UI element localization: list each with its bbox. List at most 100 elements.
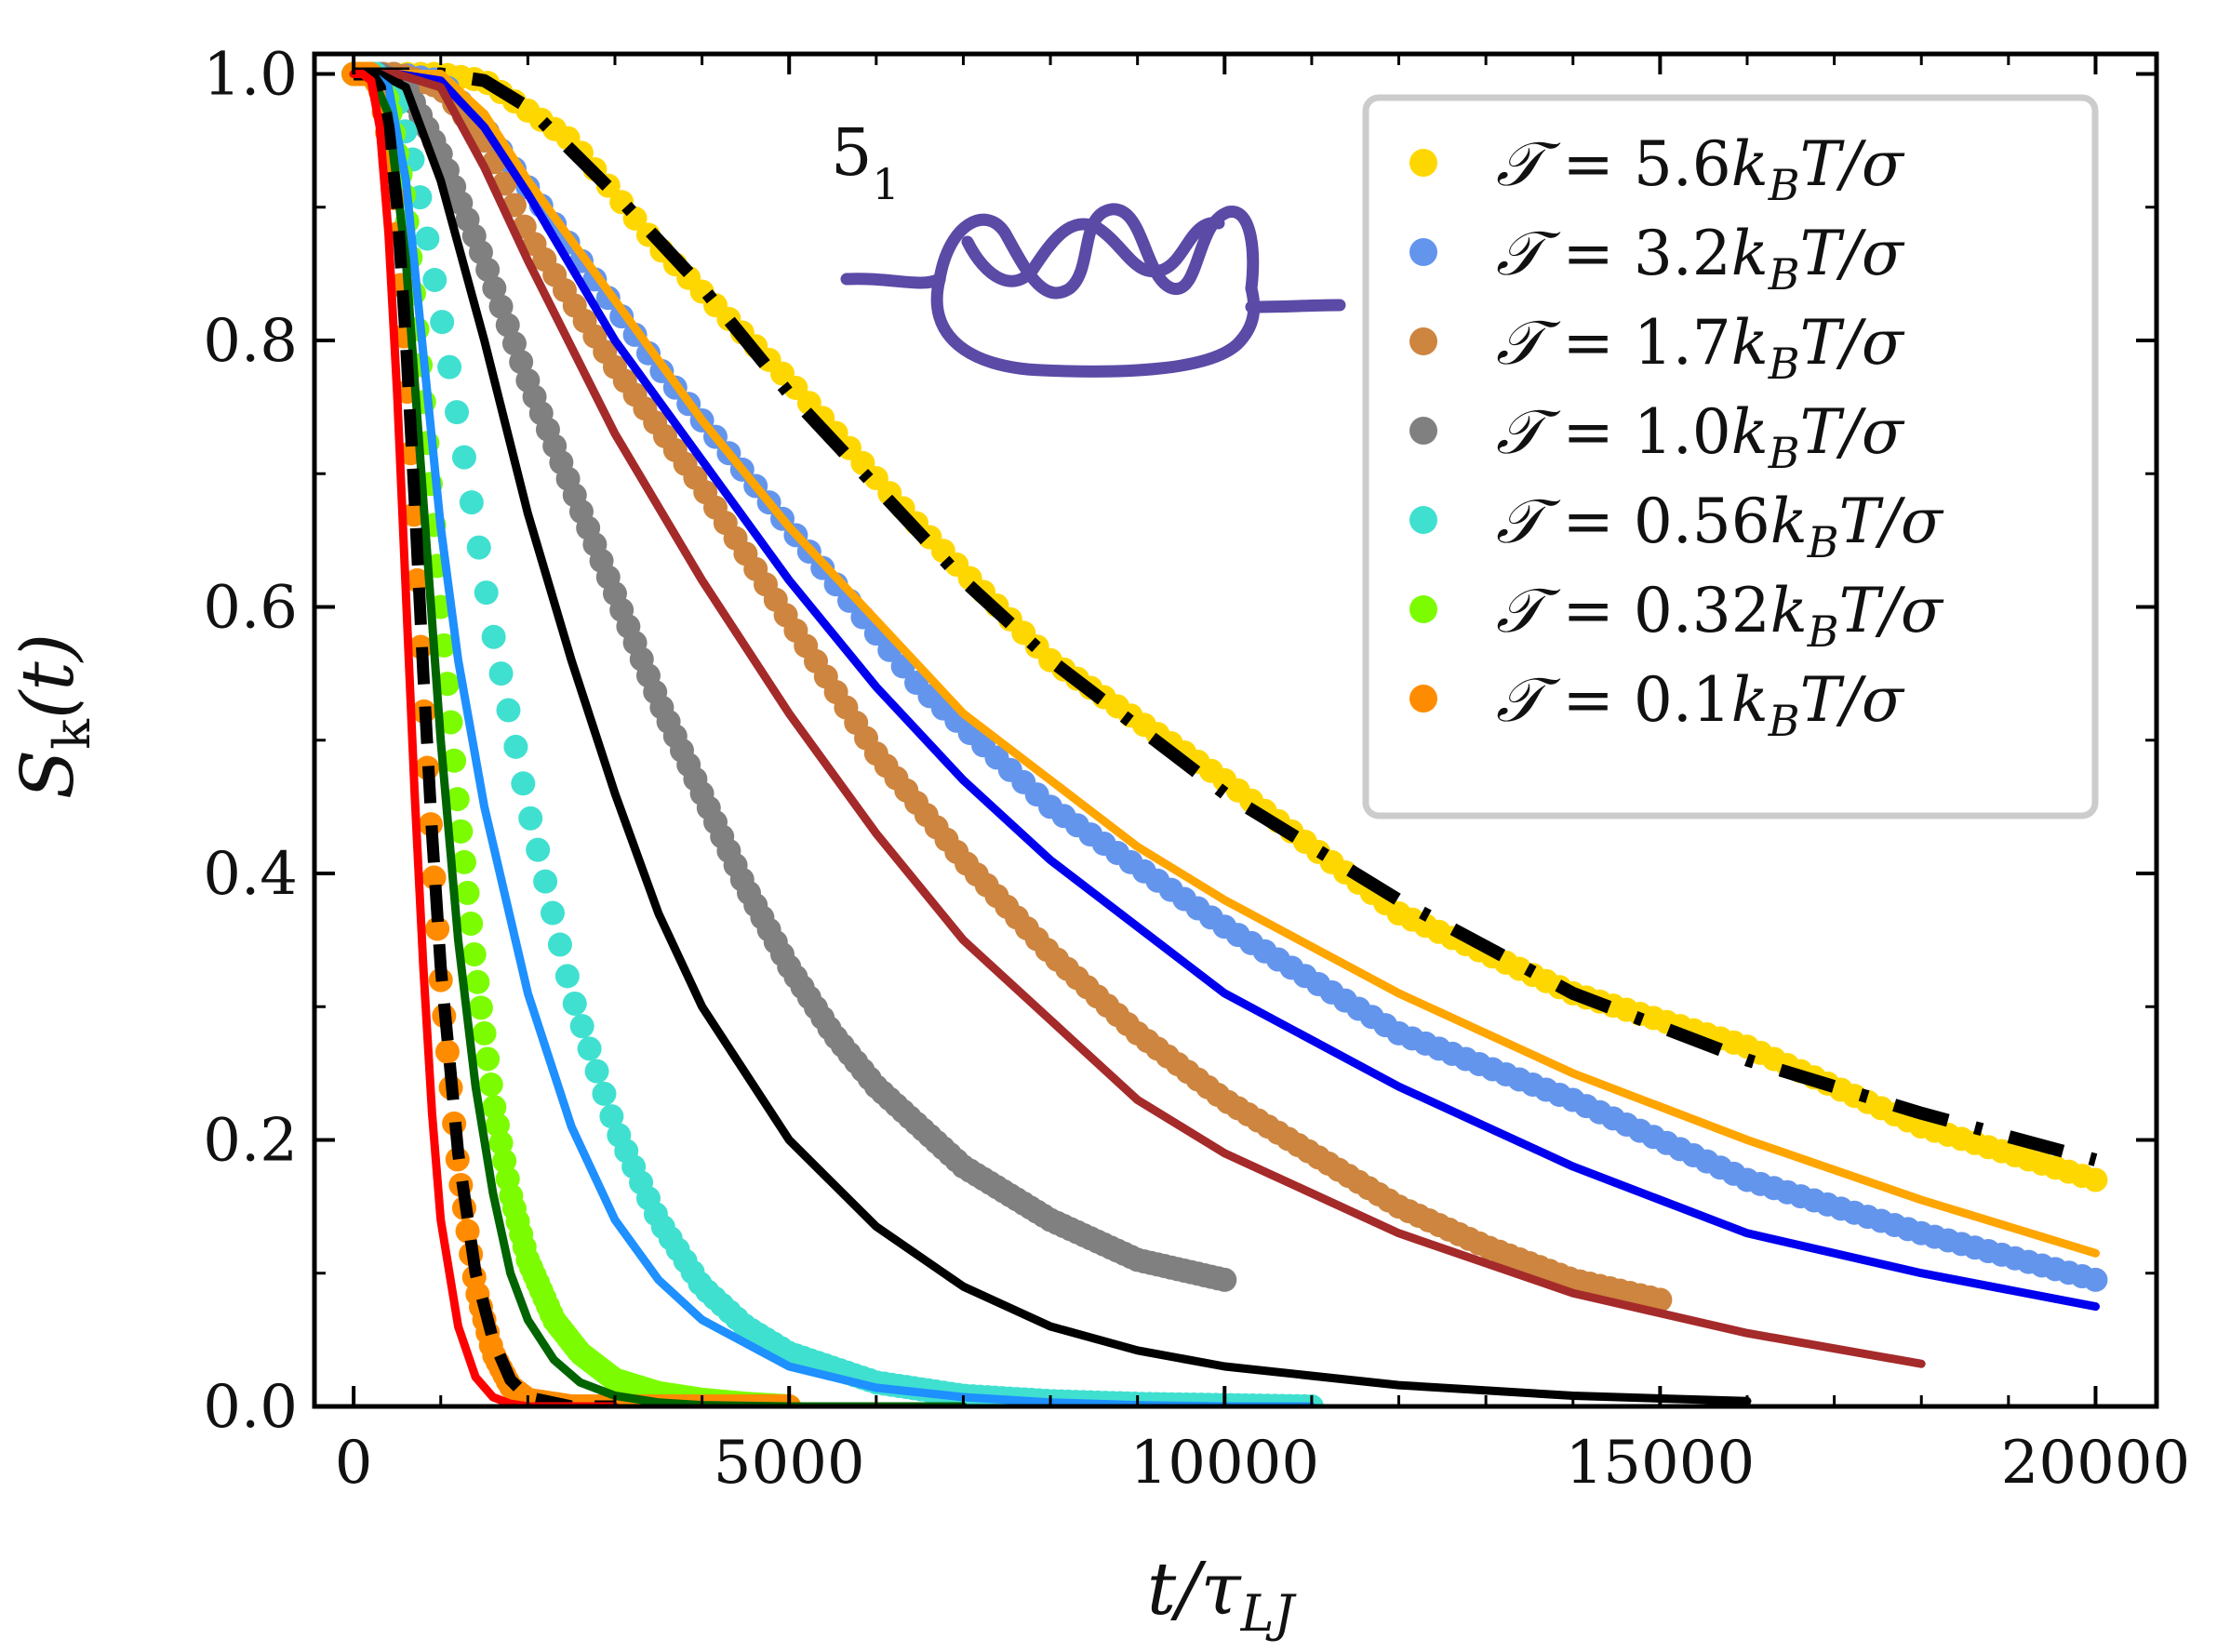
series-line: [349, 70, 2100, 1312]
data-point: [584, 1059, 609, 1084]
data-point: [434, 672, 460, 697]
legend-label-part: 0.1: [1634, 664, 1731, 736]
legend-entries: 𝒯 = 5.6kBT/σ𝒯 = 3.2kBT/σ𝒯 = 1.7kBT/σ𝒯 = …: [1409, 128, 1944, 746]
data-point: [496, 698, 521, 723]
legend-label: 𝒯 = 0.1kBT/σ: [1496, 664, 1905, 746]
x-tick-label: 0: [335, 1429, 373, 1498]
data-point: [445, 787, 470, 812]
legend-marker: [1409, 149, 1437, 177]
legend-label: 𝒯 = 0.56kBT/σ: [1496, 486, 1944, 567]
series-line: [349, 70, 1752, 1406]
data-point: [1212, 1267, 1237, 1292]
legend-label-part: T/σ: [1800, 128, 1905, 200]
data-point: [488, 294, 514, 319]
data-point: [448, 819, 474, 844]
data-point: [430, 310, 455, 335]
x-axis-label-sub: LJ: [1240, 1584, 1298, 1643]
data-point: [526, 837, 551, 862]
x-axis-label: t/τLJ: [1147, 1548, 1298, 1643]
legend-label-part: 1.7: [1634, 307, 1731, 379]
legend-label-part: 𝒯 =: [1496, 218, 1634, 289]
knot-label-main: 5: [831, 114, 873, 191]
series-line: [349, 70, 620, 1406]
data-point: [599, 1104, 624, 1129]
legend-label: 𝒯 = 1.7kBT/σ: [1496, 307, 1905, 389]
data-point: [503, 734, 528, 759]
y-tick-label: 1.0: [203, 40, 298, 109]
legend-label-part: T/σ: [1800, 218, 1905, 289]
series-line: [349, 70, 2100, 1258]
series-layer: [341, 61, 2108, 1406]
legend-marker: [1409, 417, 1437, 445]
x-tick-label: 15000: [1566, 1429, 1756, 1498]
data-point: [455, 1219, 480, 1244]
data-point: [438, 710, 463, 735]
data-point: [468, 995, 493, 1020]
legend-marker: [1409, 506, 1437, 534]
legend-label-part: 𝒯 =: [1496, 664, 1634, 736]
legend-label-part: T/σ: [1800, 664, 1905, 736]
series-line: [349, 70, 1316, 1406]
legend-label-part: B: [1807, 517, 1839, 567]
data-point: [451, 849, 476, 874]
y-tick-label: 0.8: [203, 307, 298, 376]
legend-label-part: 0.32: [1634, 575, 1770, 646]
legend-label-part: B: [1768, 160, 1800, 210]
legend-label-part: 𝒯 =: [1496, 396, 1634, 468]
data-point: [1648, 1287, 1673, 1312]
x-axis-label-main: t/τ: [1147, 1548, 1243, 1632]
data-point: [425, 916, 450, 941]
legend-label-part: 𝒯 =: [1496, 128, 1634, 200]
data-point: [2083, 1267, 2108, 1292]
data-point: [442, 748, 467, 773]
data-point: [577, 1036, 602, 1061]
data-point: [472, 1020, 497, 1046]
data-point: [475, 1046, 501, 1072]
legend-label-part: k: [1731, 664, 1769, 736]
legend-marker: [1409, 595, 1437, 623]
data-point: [533, 869, 558, 894]
data-point: [592, 1081, 617, 1106]
data-point: [465, 969, 490, 994]
data-point: [466, 535, 491, 560]
legend-label-part: 0.56: [1634, 486, 1770, 557]
data-point: [485, 1112, 510, 1138]
legend-label-part: 3.2: [1634, 218, 1731, 289]
data-point: [562, 991, 587, 1016]
legend-label-part: B: [1768, 249, 1800, 300]
legend-label-part: k: [1731, 396, 1769, 468]
y-axis-label-rest: (t): [7, 633, 90, 719]
data-point: [474, 580, 499, 606]
data-point: [569, 1014, 594, 1039]
legend-marker: [1409, 238, 1437, 266]
legend-label-part: 𝒯 =: [1496, 307, 1634, 379]
data-point: [415, 226, 440, 251]
series-line: [349, 70, 1926, 1368]
data-point: [511, 771, 536, 796]
data-point: [495, 313, 520, 338]
legend-label-part: k: [1770, 575, 1808, 646]
legend-label-part: T/σ: [1800, 396, 1905, 468]
data-point: [459, 911, 484, 936]
data-point: [461, 942, 487, 967]
legend-label-part: k: [1731, 218, 1769, 289]
data-point: [437, 354, 462, 380]
legend-label-part: B: [1768, 339, 1800, 389]
knot-label-sub: 1: [873, 159, 900, 209]
legend-label-part: T/σ: [1800, 307, 1905, 379]
y-axis-label: Sk(t): [7, 633, 101, 799]
data-point: [475, 257, 501, 282]
y-axis-label-main: S: [7, 750, 90, 799]
data-point: [509, 350, 534, 375]
data-point: [422, 267, 447, 292]
data-point: [482, 1095, 507, 1120]
x-tick-label: 5000: [714, 1429, 865, 1498]
legend-label-part: 5.6: [1634, 128, 1731, 200]
legend-label-part: 1.0: [1634, 396, 1731, 468]
data-point: [488, 1130, 514, 1155]
knot-5-1-icon: [840, 203, 1346, 378]
data-point: [459, 490, 484, 515]
legend: 𝒯 = 5.6kBT/σ𝒯 = 3.2kBT/σ𝒯 = 1.7kBT/σ𝒯 = …: [1362, 94, 2099, 819]
x-tick-label: 20000: [2001, 1429, 2191, 1498]
